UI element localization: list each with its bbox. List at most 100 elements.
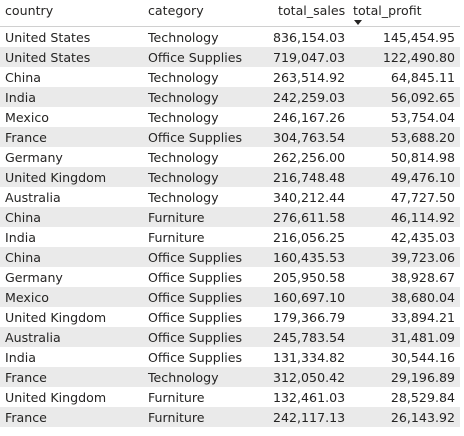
- cell-total-profit: 122,490.80: [348, 47, 460, 67]
- column-header-total-profit[interactable]: total_profit: [348, 0, 460, 27]
- cell-total-sales: 179,366.79: [273, 307, 348, 327]
- cell-country: United Kingdom: [0, 307, 143, 327]
- table-row[interactable]: United Kingdom Furniture 132,461.03 28,529.…: [0, 387, 460, 407]
- cell-total-sales: 242,117.13: [273, 407, 348, 427]
- cell-country: China: [0, 67, 143, 87]
- cell-category: Technology: [143, 26, 273, 47]
- table-row[interactable]: Germany Office Supplies 205,950.58 38,928.6…: [0, 267, 460, 287]
- cell-country: Germany: [0, 267, 143, 287]
- table-row[interactable]: United Kingdom Technology 216,748.48 49,476…: [0, 167, 460, 187]
- column-header-total-profit-label: total_profit: [353, 3, 422, 18]
- column-header-category[interactable]: category: [143, 0, 273, 27]
- cell-total-profit: 28,529.84: [348, 387, 460, 407]
- cell-total-profit: 53,688.20: [348, 127, 460, 147]
- cell-category: Furniture: [143, 387, 273, 407]
- cell-category: Furniture: [143, 407, 273, 427]
- table-row[interactable]: China Office Supplies 160,435.53 39,723.06: [0, 247, 460, 267]
- cell-total-profit: 64,845.11: [348, 67, 460, 87]
- cell-category: Furniture: [143, 227, 273, 247]
- cell-total-profit: 26,143.92: [348, 407, 460, 427]
- cell-total-sales: 276,611.58: [273, 207, 348, 227]
- cell-total-profit: 31,481.09: [348, 327, 460, 347]
- cell-country: France: [0, 127, 143, 147]
- cell-total-profit: 47,727.50: [348, 187, 460, 207]
- cell-category: Office Supplies: [143, 287, 273, 307]
- cell-country: United Kingdom: [0, 167, 143, 187]
- table-row[interactable]: China Furniture 276,611.58 46,114.92: [0, 207, 460, 227]
- cell-total-sales: 242,259.03: [273, 87, 348, 107]
- column-header-total-sales[interactable]: total_sales: [273, 0, 348, 27]
- table-row[interactable]: United States Technology 836,154.03 145,454…: [0, 26, 460, 47]
- table-row[interactable]: France Office Supplies 304,763.54 53,688.20: [0, 127, 460, 147]
- cell-total-sales: 216,748.48: [273, 167, 348, 187]
- table-row[interactable]: Mexico Office Supplies 160,697.10 38,680.04: [0, 287, 460, 307]
- cell-total-sales: 132,461.03: [273, 387, 348, 407]
- cell-total-sales: 262,256.00: [273, 147, 348, 167]
- cell-total-profit: 38,928.67: [348, 267, 460, 287]
- cell-category: Office Supplies: [143, 327, 273, 347]
- cell-category: Office Supplies: [143, 247, 273, 267]
- cell-category: Office Supplies: [143, 127, 273, 147]
- cell-country: Germany: [0, 147, 143, 167]
- cell-total-profit: 56,092.65: [348, 87, 460, 107]
- cell-total-sales: 246,167.26: [273, 107, 348, 127]
- cell-total-profit: 29,196.89: [348, 367, 460, 387]
- cell-category: Technology: [143, 167, 273, 187]
- table-row[interactable]: China Technology 263,514.92 64,845.11: [0, 67, 460, 87]
- cell-total-sales: 216,056.25: [273, 227, 348, 247]
- cell-total-sales: 205,950.58: [273, 267, 348, 287]
- table-row[interactable]: Australia Technology 340,212.44 47,727.50: [0, 187, 460, 207]
- table-row[interactable]: India Furniture 216,056.25 42,435.03: [0, 227, 460, 247]
- cell-category: Technology: [143, 67, 273, 87]
- cell-category: Furniture: [143, 207, 273, 227]
- table-header: country category total_sales total_profi…: [0, 0, 460, 27]
- cell-category: Technology: [143, 87, 273, 107]
- cell-total-profit: 50,814.98: [348, 147, 460, 167]
- cell-category: Office Supplies: [143, 47, 273, 67]
- cell-total-sales: 340,212.44: [273, 187, 348, 207]
- table-row[interactable]: France Furniture 242,117.13 26,143.92: [0, 407, 460, 427]
- cell-country: United States: [0, 26, 143, 47]
- table-row[interactable]: Mexico Technology 246,167.26 53,754.04: [0, 107, 460, 127]
- cell-total-profit: 145,454.95: [348, 26, 460, 47]
- cell-country: Australia: [0, 187, 143, 207]
- header-row: country category total_sales total_profi…: [0, 0, 460, 27]
- cell-country: China: [0, 247, 143, 267]
- cell-country: Australia: [0, 327, 143, 347]
- cell-category: Technology: [143, 147, 273, 167]
- cell-country: France: [0, 367, 143, 387]
- table-row[interactable]: India Technology 242,259.03 56,092.65: [0, 87, 460, 107]
- data-table: country category total_sales total_profi…: [0, 0, 460, 427]
- cell-category: Technology: [143, 107, 273, 127]
- table-row[interactable]: France Technology 312,050.42 29,196.89: [0, 367, 460, 387]
- table-row[interactable]: United Kingdom Office Supplies 179,366.79 3…: [0, 307, 460, 327]
- cell-total-sales: 160,435.53: [273, 247, 348, 267]
- cell-country: China: [0, 207, 143, 227]
- cell-total-sales: 160,697.10: [273, 287, 348, 307]
- cell-category: Technology: [143, 187, 273, 207]
- table-row[interactable]: Germany Technology 262,256.00 50,814.98: [0, 147, 460, 167]
- cell-country: France: [0, 407, 143, 427]
- cell-total-sales: 131,334.82: [273, 347, 348, 367]
- cell-category: Office Supplies: [143, 267, 273, 287]
- table-row[interactable]: United States Office Supplies 719,047.03 12…: [0, 47, 460, 67]
- cell-total-sales: 245,783.54: [273, 327, 348, 347]
- cell-category: Office Supplies: [143, 307, 273, 327]
- cell-country: India: [0, 227, 143, 247]
- table-row[interactable]: India Office Supplies 131,334.82 30,544.16: [0, 347, 460, 367]
- cell-total-profit: 38,680.04: [348, 287, 460, 307]
- cell-category: Technology: [143, 367, 273, 387]
- column-header-country[interactable]: country: [0, 0, 143, 27]
- cell-total-profit: 33,894.21: [348, 307, 460, 327]
- cell-country: Mexico: [0, 287, 143, 307]
- cell-total-sales: 312,050.42: [273, 367, 348, 387]
- cell-country: United Kingdom: [0, 387, 143, 407]
- cell-total-profit: 53,754.04: [348, 107, 460, 127]
- cell-total-profit: 42,435.03: [348, 227, 460, 247]
- cell-country: Mexico: [0, 107, 143, 127]
- cell-total-sales: 263,514.92: [273, 67, 348, 87]
- cell-total-profit: 49,476.10: [348, 167, 460, 187]
- cell-country: United States: [0, 47, 143, 67]
- cell-country: India: [0, 347, 143, 367]
- table-row[interactable]: Australia Office Supplies 245,783.54 31,481…: [0, 327, 460, 347]
